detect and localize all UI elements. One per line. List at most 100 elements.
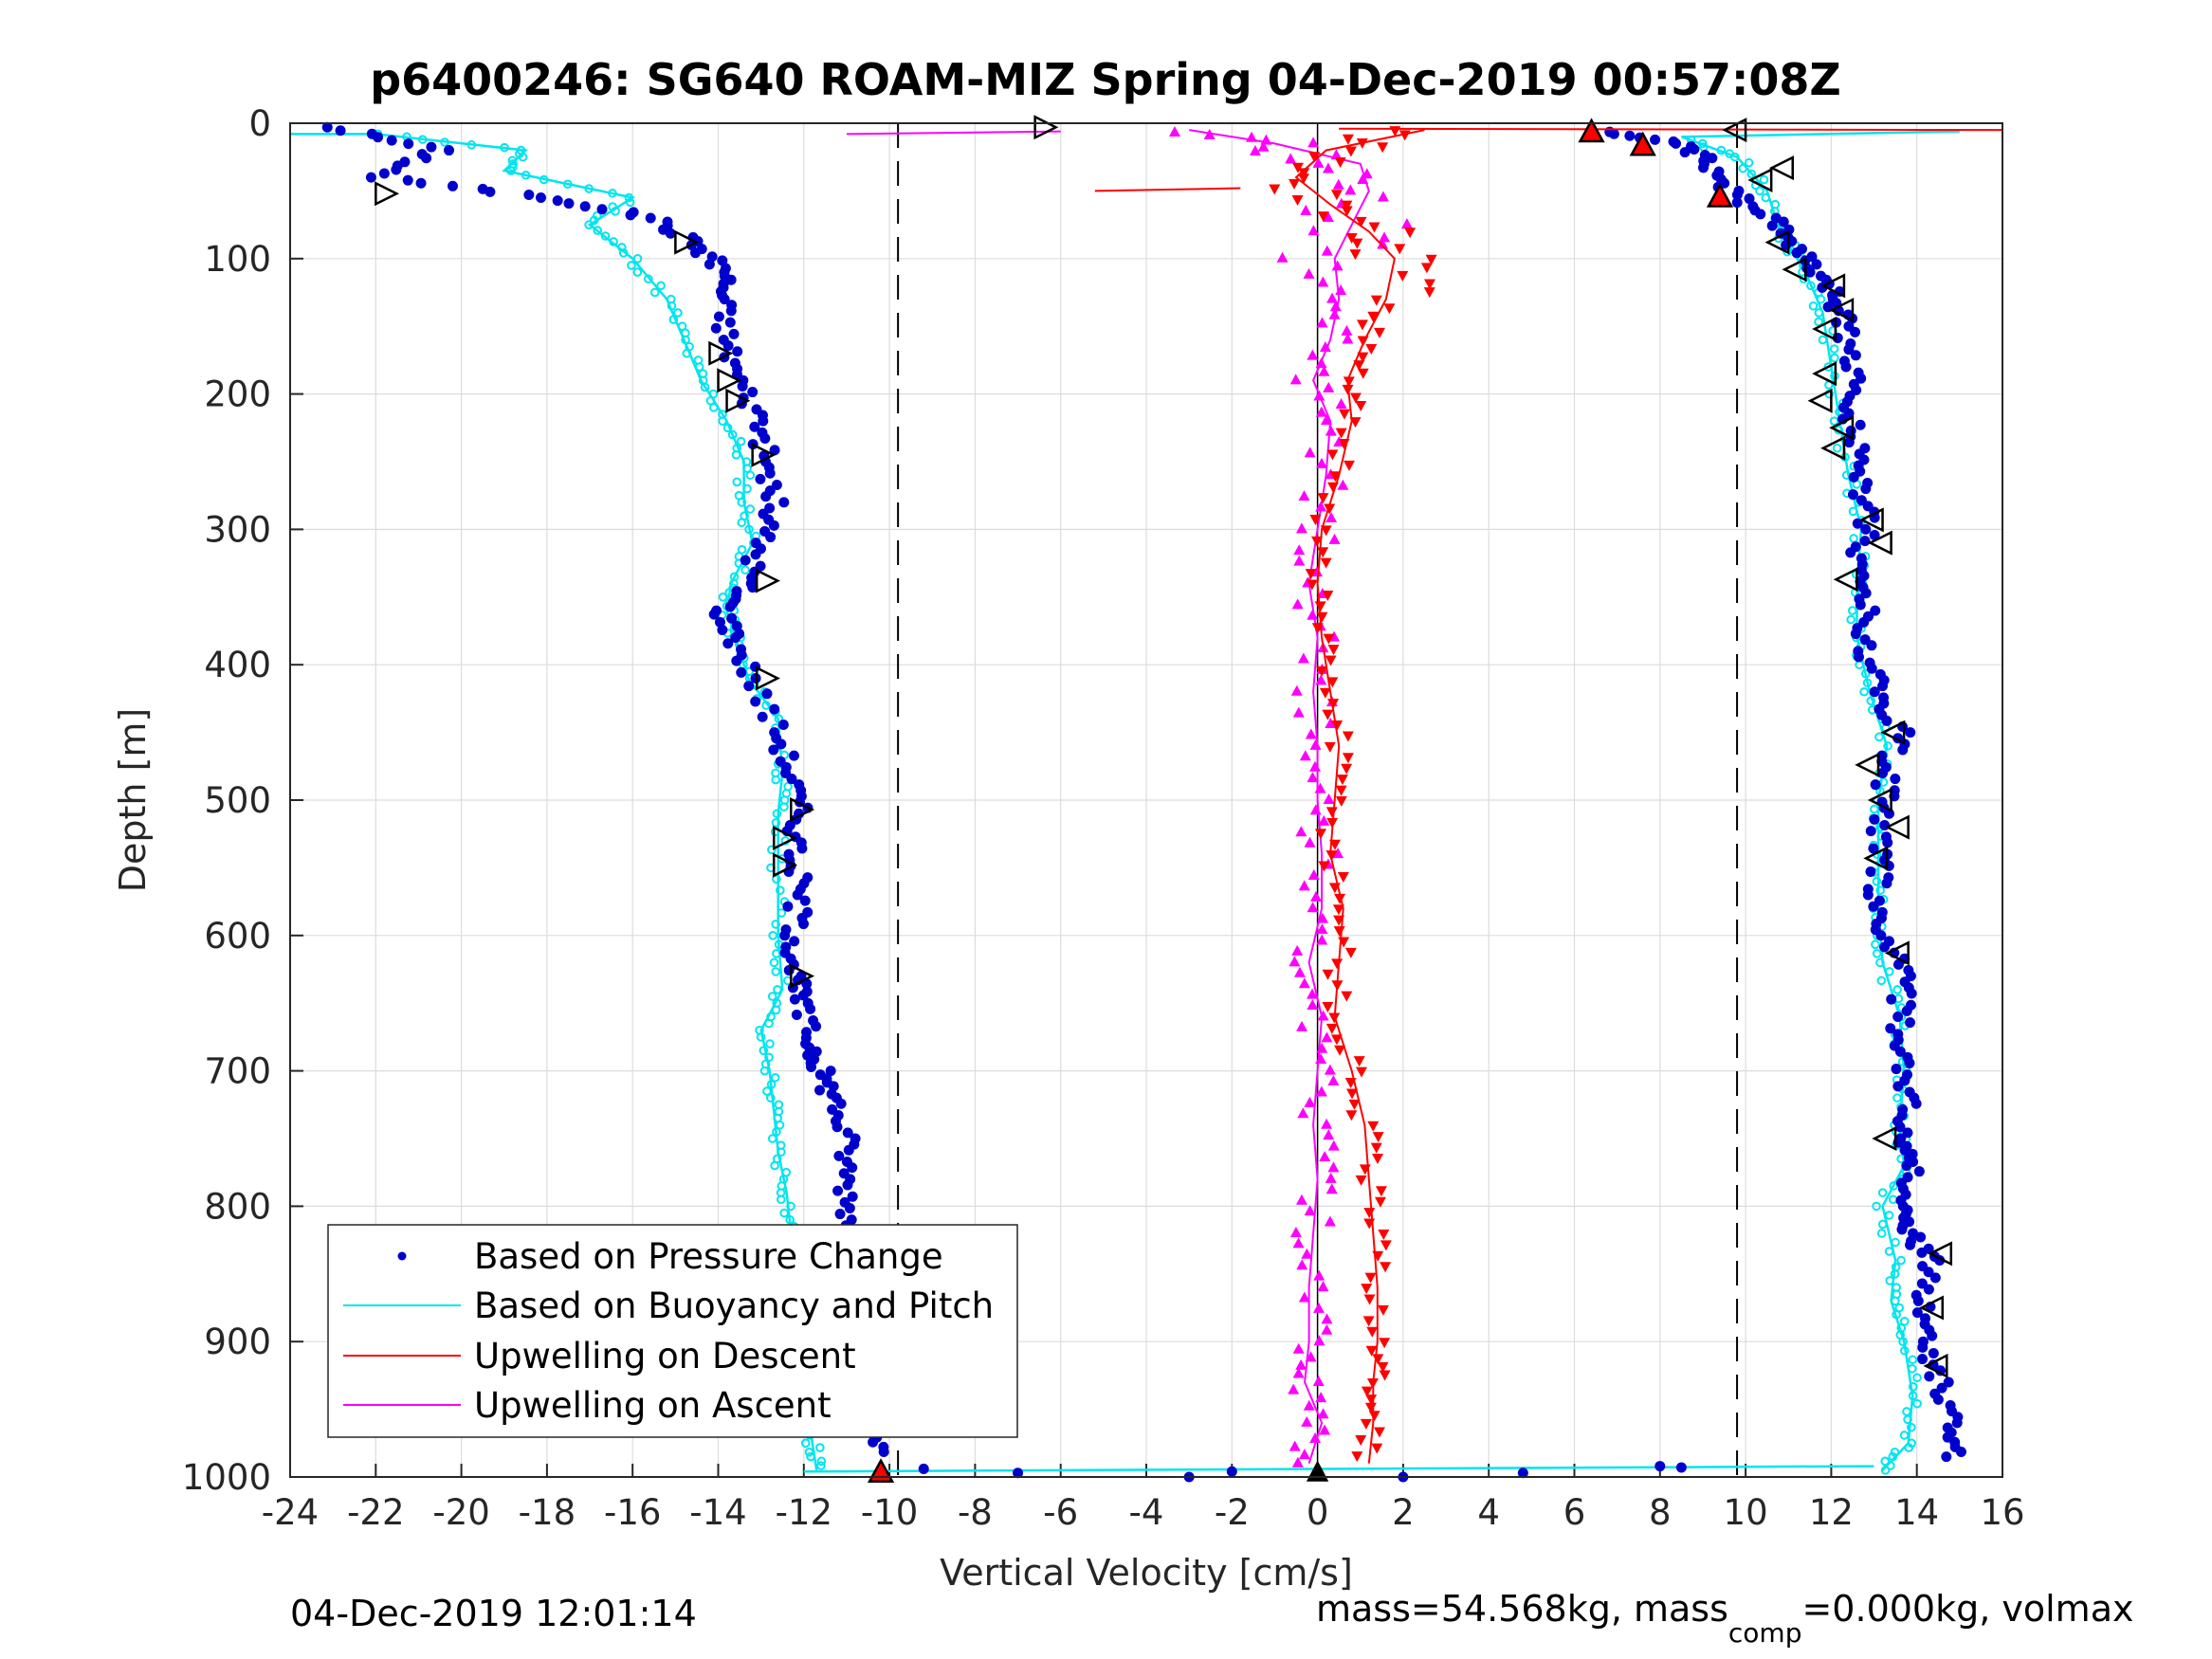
buoyancy-pitch-point bbox=[1907, 1363, 1917, 1374]
upwelling-ascent-marker bbox=[1342, 333, 1354, 344]
buoyancy-pitch-point bbox=[1806, 281, 1816, 291]
x-tick-labels: -24 -22 -20 -18 -16 -14 -12 -10 -8 -6 -4 -2 0 2 4 6 8 10 1… bbox=[262, 1492, 2025, 1533]
pressure-change-point bbox=[1905, 1017, 1916, 1029]
pressure-change-point bbox=[1806, 251, 1818, 263]
pressure-change-point bbox=[1713, 166, 1725, 177]
pressure-change-point bbox=[717, 624, 728, 635]
pressure-change-point bbox=[1747, 201, 1759, 212]
upwelling-ascent-marker bbox=[1297, 652, 1309, 664]
upwelling-descent-marker bbox=[1334, 156, 1346, 168]
buoyancy-pitch-point bbox=[624, 192, 634, 203]
upwelling-descent-marker bbox=[1325, 807, 1338, 818]
ascent-left-triangle-marker bbox=[1812, 361, 1837, 387]
upwelling-descent-marker bbox=[1317, 211, 1329, 223]
buoyancy-pitch-point bbox=[1829, 344, 1839, 354]
pressure-change-point bbox=[724, 317, 736, 328]
pressure-change-point bbox=[771, 479, 782, 490]
buoyancy-pitch-point bbox=[1908, 1355, 1918, 1365]
buoyancy-pitch-point bbox=[718, 416, 727, 426]
buoyancy-pitch-point bbox=[759, 1046, 769, 1055]
upwelling-ascent-marker bbox=[1328, 533, 1341, 544]
pressure-change-point bbox=[832, 1121, 843, 1133]
x-tick-label: 6 bbox=[1563, 1492, 1586, 1533]
ascent-left-triangle-marker bbox=[1872, 1125, 1897, 1152]
pressure-change-point bbox=[1856, 553, 1867, 564]
buoyancy-pitch-point bbox=[1832, 443, 1842, 453]
upwelling-ascent-marker bbox=[1260, 134, 1272, 145]
upwelling-ascent-marker bbox=[1289, 956, 1301, 967]
pressure-change-point bbox=[1624, 130, 1636, 141]
bottom-black-marker bbox=[1306, 1460, 1329, 1482]
pressure-change-point bbox=[814, 1085, 826, 1096]
pressure-change-point bbox=[1876, 906, 1888, 918]
upwelling-descent-marker bbox=[1330, 190, 1343, 201]
x-tick-label: -18 bbox=[519, 1492, 576, 1533]
upwelling-ascent-marker bbox=[1315, 406, 1327, 417]
buoyancy-pitch-point bbox=[681, 335, 690, 345]
pressure-change-point bbox=[1860, 523, 1872, 535]
upwelling-ascent-marker bbox=[1321, 1031, 1333, 1043]
ascent-left-triangle-marker bbox=[1880, 720, 1906, 745]
upwelling-ascent-marker bbox=[1296, 1020, 1308, 1031]
upwelling-descent-marker bbox=[1357, 368, 1369, 379]
buoyancy-pitch-point bbox=[771, 1005, 781, 1015]
upwelling-descent-marker bbox=[1349, 249, 1362, 261]
buoyancy-pitch-point bbox=[762, 1086, 772, 1096]
pressure-change-point bbox=[789, 994, 800, 1005]
buoyancy-pitch-point bbox=[600, 231, 611, 241]
legend-label-buoyancy: Based on Buoyancy and Pitch bbox=[474, 1285, 994, 1326]
pressure-change-point bbox=[725, 305, 737, 317]
upwelling-ascent-marker bbox=[1309, 1432, 1322, 1444]
buoyancy-pitch-point bbox=[584, 220, 594, 229]
buoyancy-pitch-point bbox=[771, 920, 780, 929]
upwelling-descent-marker bbox=[1356, 319, 1368, 331]
buoyancy-pitch-point bbox=[786, 1201, 795, 1212]
ascent-left-triangle-marker bbox=[1768, 155, 1794, 181]
upwelling-descent-marker bbox=[1404, 228, 1417, 239]
pressure-change-point bbox=[1850, 541, 1861, 553]
upwelling-ascent-marker bbox=[1307, 988, 1319, 999]
pressure-change-point bbox=[1874, 668, 1886, 680]
upwelling-descent-marker bbox=[1371, 1153, 1383, 1164]
buoyancy-pitch-point bbox=[611, 207, 620, 216]
upwelling-ascent-marker bbox=[1357, 173, 1369, 184]
upwelling-ascent-marker bbox=[1249, 144, 1261, 155]
buoyancy-pitch-point bbox=[1716, 145, 1727, 155]
pressure-change-point bbox=[788, 750, 799, 761]
buoyancy-pitch-point bbox=[656, 281, 666, 291]
upwelling-ascent-marker bbox=[1332, 178, 1344, 190]
upwelling-descent-marker bbox=[1335, 428, 1347, 439]
buoyancy-pitch-point bbox=[777, 908, 787, 918]
pressure-change-point bbox=[760, 491, 772, 502]
pressure-change-point bbox=[1943, 1376, 1954, 1388]
buoyancy-pitch-point bbox=[668, 315, 679, 324]
buoyancy-pitch-point bbox=[731, 450, 741, 460]
buoyancy-pitch-point bbox=[1899, 1316, 1910, 1326]
ascent-left-triangle-marker bbox=[1927, 1241, 1953, 1267]
upwelling-descent-marker bbox=[1420, 263, 1433, 274]
buoyancy-pitch-point bbox=[1908, 1391, 1918, 1401]
buoyancy-pitch-point bbox=[1884, 1247, 1894, 1256]
buoyancy-pitch-point bbox=[700, 382, 710, 392]
buoyancy-pitch-point bbox=[1907, 1438, 1917, 1449]
upwelling-ascent-marker bbox=[1304, 447, 1316, 458]
pressure-change-point bbox=[1920, 1313, 1931, 1324]
upwelling-descent-marker bbox=[1359, 1164, 1371, 1176]
x-tick-label: -10 bbox=[861, 1492, 918, 1533]
upwelling-ascent-marker bbox=[1301, 1248, 1313, 1259]
upwelling-descent-marker bbox=[1355, 216, 1367, 228]
buoyancy-pitch-point bbox=[649, 287, 660, 298]
upwelling-ascent-marker bbox=[1318, 365, 1330, 376]
upwelling-ascent-marker bbox=[1319, 1424, 1331, 1435]
pressure-change-point bbox=[1902, 1051, 1913, 1063]
buoyancy-pitch-point bbox=[1884, 1211, 1894, 1220]
upwelling-ascent-marker bbox=[1400, 218, 1413, 229]
buoyancy-pitch-point bbox=[466, 140, 477, 150]
pressure-change-point bbox=[1917, 1261, 1929, 1272]
x-axis-label: Vertical Velocity [cm/s] bbox=[940, 1552, 1353, 1594]
pressure-change-point bbox=[1650, 134, 1661, 145]
pressure-change-point bbox=[758, 415, 769, 427]
pressure-change-point bbox=[1770, 212, 1782, 224]
buoyancy-pitch-point bbox=[1892, 985, 1903, 994]
upwelling-descent-marker bbox=[1334, 893, 1346, 904]
